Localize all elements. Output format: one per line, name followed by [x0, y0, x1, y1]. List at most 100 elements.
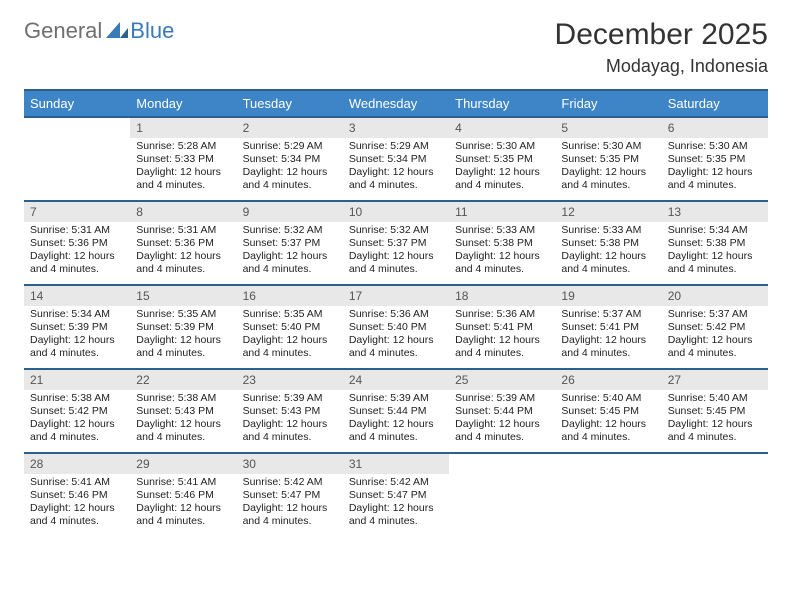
- day-details: Sunrise: 5:37 AMSunset: 5:41 PMDaylight:…: [555, 306, 661, 365]
- weekday-header: Saturday: [662, 90, 768, 117]
- calendar-week-row: 14Sunrise: 5:34 AMSunset: 5:39 PMDayligh…: [24, 285, 768, 369]
- weekday-header-row: Sunday Monday Tuesday Wednesday Thursday…: [24, 90, 768, 117]
- day-number: 30: [237, 454, 343, 474]
- day-details: Sunrise: 5:30 AMSunset: 5:35 PMDaylight:…: [662, 138, 768, 197]
- calendar-week-row: 7Sunrise: 5:31 AMSunset: 5:36 PMDaylight…: [24, 201, 768, 285]
- day-details: Sunrise: 5:41 AMSunset: 5:46 PMDaylight:…: [130, 474, 236, 533]
- day-number: 23: [237, 370, 343, 390]
- day-number: 22: [130, 370, 236, 390]
- day-details: Sunrise: 5:35 AMSunset: 5:40 PMDaylight:…: [237, 306, 343, 365]
- day-number: 17: [343, 286, 449, 306]
- day-number: 6: [662, 118, 768, 138]
- calendar-day-cell: 21Sunrise: 5:38 AMSunset: 5:42 PMDayligh…: [24, 369, 130, 453]
- calendar-day-cell: 18Sunrise: 5:36 AMSunset: 5:41 PMDayligh…: [449, 285, 555, 369]
- day-details: Sunrise: 5:29 AMSunset: 5:34 PMDaylight:…: [237, 138, 343, 197]
- calendar-week-row: .1Sunrise: 5:28 AMSunset: 5:33 PMDayligh…: [24, 117, 768, 201]
- calendar-day-cell: 23Sunrise: 5:39 AMSunset: 5:43 PMDayligh…: [237, 369, 343, 453]
- day-details: Sunrise: 5:33 AMSunset: 5:38 PMDaylight:…: [449, 222, 555, 281]
- title-block: December 2025 Modayag, Indonesia: [555, 18, 768, 77]
- month-title: December 2025: [555, 18, 768, 52]
- day-details: Sunrise: 5:37 AMSunset: 5:42 PMDaylight:…: [662, 306, 768, 365]
- day-details: Sunrise: 5:28 AMSunset: 5:33 PMDaylight:…: [130, 138, 236, 197]
- day-details: Sunrise: 5:39 AMSunset: 5:43 PMDaylight:…: [237, 390, 343, 449]
- day-details: Sunrise: 5:40 AMSunset: 5:45 PMDaylight:…: [555, 390, 661, 449]
- day-details: Sunrise: 5:33 AMSunset: 5:38 PMDaylight:…: [555, 222, 661, 281]
- calendar-day-cell: 24Sunrise: 5:39 AMSunset: 5:44 PMDayligh…: [343, 369, 449, 453]
- day-number: 1: [130, 118, 236, 138]
- calendar-day-cell: 11Sunrise: 5:33 AMSunset: 5:38 PMDayligh…: [449, 201, 555, 285]
- calendar-day-cell: 12Sunrise: 5:33 AMSunset: 5:38 PMDayligh…: [555, 201, 661, 285]
- location: Modayag, Indonesia: [555, 56, 768, 77]
- day-number: 10: [343, 202, 449, 222]
- calendar-day-cell: .: [555, 453, 661, 537]
- calendar-day-cell: 9Sunrise: 5:32 AMSunset: 5:37 PMDaylight…: [237, 201, 343, 285]
- day-number: 21: [24, 370, 130, 390]
- calendar-week-row: 28Sunrise: 5:41 AMSunset: 5:46 PMDayligh…: [24, 453, 768, 537]
- day-number: 31: [343, 454, 449, 474]
- calendar-day-cell: 22Sunrise: 5:38 AMSunset: 5:43 PMDayligh…: [130, 369, 236, 453]
- weekday-header: Tuesday: [237, 90, 343, 117]
- weekday-header: Sunday: [24, 90, 130, 117]
- day-number: 14: [24, 286, 130, 306]
- calendar-day-cell: 19Sunrise: 5:37 AMSunset: 5:41 PMDayligh…: [555, 285, 661, 369]
- day-number: 5: [555, 118, 661, 138]
- day-number: 12: [555, 202, 661, 222]
- day-details: Sunrise: 5:34 AMSunset: 5:39 PMDaylight:…: [24, 306, 130, 365]
- day-number: 20: [662, 286, 768, 306]
- calendar-day-cell: 20Sunrise: 5:37 AMSunset: 5:42 PMDayligh…: [662, 285, 768, 369]
- calendar-day-cell: 29Sunrise: 5:41 AMSunset: 5:46 PMDayligh…: [130, 453, 236, 537]
- calendar-day-cell: 30Sunrise: 5:42 AMSunset: 5:47 PMDayligh…: [237, 453, 343, 537]
- calendar-week-row: 21Sunrise: 5:38 AMSunset: 5:42 PMDayligh…: [24, 369, 768, 453]
- calendar-day-cell: 31Sunrise: 5:42 AMSunset: 5:47 PMDayligh…: [343, 453, 449, 537]
- day-details: Sunrise: 5:30 AMSunset: 5:35 PMDaylight:…: [555, 138, 661, 197]
- day-details: Sunrise: 5:30 AMSunset: 5:35 PMDaylight:…: [449, 138, 555, 197]
- calendar-day-cell: 3Sunrise: 5:29 AMSunset: 5:34 PMDaylight…: [343, 117, 449, 201]
- calendar-day-cell: 1Sunrise: 5:28 AMSunset: 5:33 PMDaylight…: [130, 117, 236, 201]
- day-number: 24: [343, 370, 449, 390]
- calendar-day-cell: 4Sunrise: 5:30 AMSunset: 5:35 PMDaylight…: [449, 117, 555, 201]
- calendar-day-cell: 17Sunrise: 5:36 AMSunset: 5:40 PMDayligh…: [343, 285, 449, 369]
- day-number: 2: [237, 118, 343, 138]
- day-details: Sunrise: 5:29 AMSunset: 5:34 PMDaylight:…: [343, 138, 449, 197]
- weekday-header: Wednesday: [343, 90, 449, 117]
- calendar-day-cell: 16Sunrise: 5:35 AMSunset: 5:40 PMDayligh…: [237, 285, 343, 369]
- day-details: Sunrise: 5:42 AMSunset: 5:47 PMDaylight:…: [237, 474, 343, 533]
- calendar-day-cell: 27Sunrise: 5:40 AMSunset: 5:45 PMDayligh…: [662, 369, 768, 453]
- weekday-header: Friday: [555, 90, 661, 117]
- day-details: Sunrise: 5:39 AMSunset: 5:44 PMDaylight:…: [449, 390, 555, 449]
- day-details: Sunrise: 5:32 AMSunset: 5:37 PMDaylight:…: [237, 222, 343, 281]
- day-details: Sunrise: 5:34 AMSunset: 5:38 PMDaylight:…: [662, 222, 768, 281]
- day-details: Sunrise: 5:42 AMSunset: 5:47 PMDaylight:…: [343, 474, 449, 533]
- day-number: 3: [343, 118, 449, 138]
- day-details: Sunrise: 5:36 AMSunset: 5:40 PMDaylight:…: [343, 306, 449, 365]
- calendar-table: Sunday Monday Tuesday Wednesday Thursday…: [24, 89, 768, 537]
- day-number: 13: [662, 202, 768, 222]
- day-details: Sunrise: 5:38 AMSunset: 5:42 PMDaylight:…: [24, 390, 130, 449]
- calendar-day-cell: 15Sunrise: 5:35 AMSunset: 5:39 PMDayligh…: [130, 285, 236, 369]
- day-number: 29: [130, 454, 236, 474]
- logo-mark-icon: [106, 20, 128, 38]
- day-details: Sunrise: 5:35 AMSunset: 5:39 PMDaylight:…: [130, 306, 236, 365]
- day-details: Sunrise: 5:39 AMSunset: 5:44 PMDaylight:…: [343, 390, 449, 449]
- calendar-day-cell: 6Sunrise: 5:30 AMSunset: 5:35 PMDaylight…: [662, 117, 768, 201]
- logo: General Blue: [24, 18, 174, 44]
- weekday-header: Thursday: [449, 90, 555, 117]
- day-number: 19: [555, 286, 661, 306]
- calendar-day-cell: 10Sunrise: 5:32 AMSunset: 5:37 PMDayligh…: [343, 201, 449, 285]
- day-number: 4: [449, 118, 555, 138]
- day-details: Sunrise: 5:31 AMSunset: 5:36 PMDaylight:…: [130, 222, 236, 281]
- calendar-day-cell: 5Sunrise: 5:30 AMSunset: 5:35 PMDaylight…: [555, 117, 661, 201]
- calendar-day-cell: 25Sunrise: 5:39 AMSunset: 5:44 PMDayligh…: [449, 369, 555, 453]
- day-number: 11: [449, 202, 555, 222]
- day-details: Sunrise: 5:32 AMSunset: 5:37 PMDaylight:…: [343, 222, 449, 281]
- calendar-day-cell: .: [24, 117, 130, 201]
- day-details: Sunrise: 5:36 AMSunset: 5:41 PMDaylight:…: [449, 306, 555, 365]
- calendar-day-cell: 7Sunrise: 5:31 AMSunset: 5:36 PMDaylight…: [24, 201, 130, 285]
- calendar-day-cell: 8Sunrise: 5:31 AMSunset: 5:36 PMDaylight…: [130, 201, 236, 285]
- header: General Blue December 2025 Modayag, Indo…: [24, 18, 768, 77]
- day-number: 7: [24, 202, 130, 222]
- logo-text-general: General: [24, 18, 102, 44]
- calendar-day-cell: 26Sunrise: 5:40 AMSunset: 5:45 PMDayligh…: [555, 369, 661, 453]
- day-number: 8: [130, 202, 236, 222]
- day-details: Sunrise: 5:41 AMSunset: 5:46 PMDaylight:…: [24, 474, 130, 533]
